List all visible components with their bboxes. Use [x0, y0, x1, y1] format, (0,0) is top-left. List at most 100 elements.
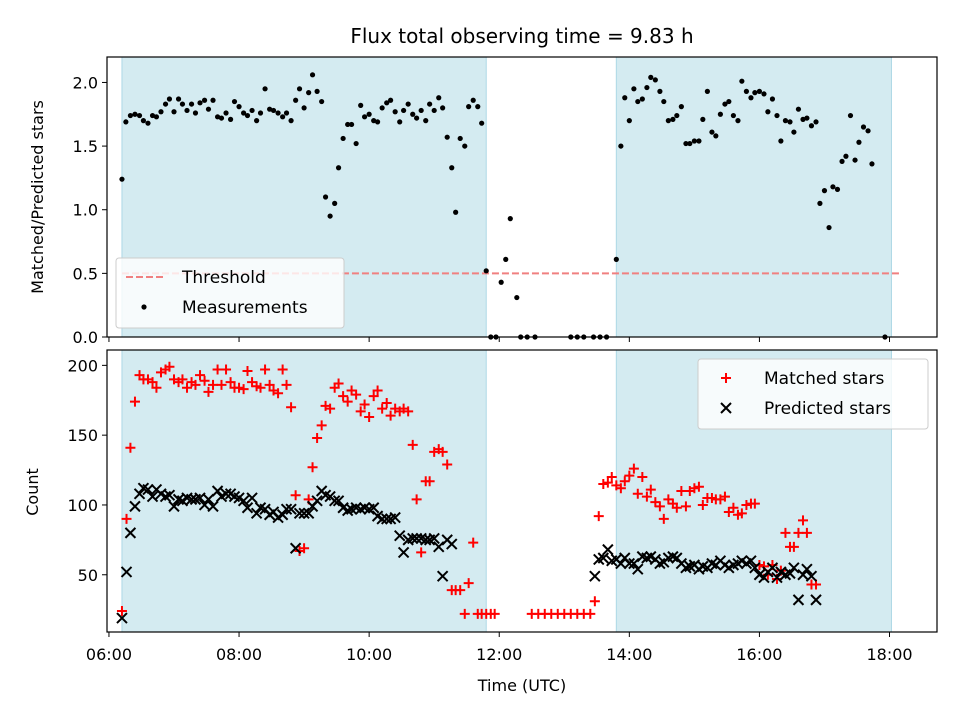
measurement-point [704, 88, 710, 94]
measurement-point [283, 110, 290, 116]
legend-box [697, 358, 929, 430]
measurement-point [136, 112, 143, 119]
predicted-star-point [116, 612, 128, 624]
x-tick-label: 10:00 [346, 645, 392, 664]
matched-star-point [416, 547, 427, 558]
predicted-star-point [298, 507, 310, 520]
measurement-point [223, 110, 229, 116]
measurement-point [774, 112, 780, 119]
predicted-star-point [332, 495, 345, 507]
measurement-point [678, 104, 684, 110]
predicted-star-point [784, 567, 796, 580]
measurement-point [765, 109, 771, 115]
matched-star-point [788, 541, 799, 552]
x-tick-label: 16:00 [736, 645, 782, 664]
matched-star-point [598, 479, 609, 490]
legend-box [115, 257, 345, 329]
measurement-point [869, 161, 875, 167]
measurement-point [852, 157, 858, 163]
measurement-point [254, 118, 260, 124]
matched-star-point [116, 606, 127, 617]
measurement-point [826, 224, 832, 231]
matched-star-point [606, 472, 617, 483]
matched-star-point [216, 379, 227, 390]
predicted-star-point [124, 527, 137, 539]
predicted-star-point [250, 507, 263, 520]
measurement-point [778, 138, 784, 144]
matched-star-point [736, 508, 747, 519]
top-axes-frame [106, 56, 938, 338]
measurement-point [739, 78, 745, 84]
predicted-star-point [202, 493, 215, 506]
predicted-star-point [120, 566, 133, 578]
measurement-point [743, 88, 750, 94]
measurement-point [322, 194, 329, 200]
matched-star-point [368, 391, 379, 402]
predicted-star-point [302, 507, 315, 520]
bottom-y-tick-label: 200 [67, 356, 98, 375]
matched-star-point [364, 412, 375, 423]
measurement-point [236, 104, 242, 110]
matched-star-point [615, 483, 626, 494]
predicted-star-point [328, 495, 341, 507]
measurement-point [800, 116, 806, 122]
matched-star-point [459, 608, 470, 619]
measurement-point [440, 105, 446, 111]
predicted-star-point [597, 552, 610, 564]
measurement-point [162, 101, 169, 107]
measurement-point [384, 100, 390, 106]
matched-star-point [593, 511, 604, 522]
matched-star-point [798, 515, 809, 526]
predicted-star-point [433, 541, 445, 553]
measurement-point [214, 114, 221, 120]
matched-star-point [381, 398, 392, 409]
measurement-point [787, 119, 793, 125]
measurement-point [626, 118, 632, 124]
predicted-star-point [163, 489, 176, 501]
predicted-star-point [207, 500, 219, 513]
predicted-star-point [220, 488, 232, 500]
predicted-star-point [129, 500, 141, 513]
measurement-point [860, 124, 867, 130]
matched-star-point [780, 527, 791, 538]
measurement-point [635, 98, 641, 105]
measurement-point [782, 118, 789, 124]
measurement-point [392, 109, 398, 115]
measurement-point [293, 97, 299, 103]
matched-star-point [385, 410, 396, 421]
measurement-point [149, 112, 156, 119]
predicted-star-point [280, 503, 293, 515]
matched-star-point [164, 361, 175, 372]
matched-star-point [801, 527, 812, 538]
measurement-point [644, 84, 650, 91]
measurement-point [335, 165, 342, 171]
measurement-point [696, 138, 702, 144]
predicted-star-point [792, 594, 805, 606]
legend-label: Threshold [181, 268, 266, 288]
matched-star-point [351, 389, 362, 400]
measurement-point [140, 118, 147, 124]
matched-star-point [307, 462, 318, 473]
matched-star-point [602, 477, 613, 488]
matched-star-point [377, 403, 388, 414]
matched-star-point [225, 377, 236, 388]
x-tick-label: 08:00 [216, 645, 262, 664]
measurement-point [119, 176, 125, 182]
measurement-point [730, 112, 737, 119]
legend-measurement-swatch [141, 304, 147, 310]
predicted-star-point [389, 511, 401, 524]
x-axis-label: Time (UTC) [477, 676, 566, 695]
matched-star-point [212, 364, 223, 375]
measurement-point [622, 95, 628, 101]
measurement-point [431, 107, 437, 114]
measurement-point [462, 143, 468, 149]
matched-star-point [424, 476, 435, 487]
measurement-point [466, 104, 472, 110]
predicted-star-point [766, 562, 779, 574]
matched-star-point [182, 382, 193, 393]
matched-star-point [641, 491, 652, 502]
matched-star-point [403, 406, 414, 417]
measurement-point [201, 97, 208, 103]
legend-label: Predicted stars [764, 399, 891, 419]
predicted-star-point [133, 488, 146, 500]
